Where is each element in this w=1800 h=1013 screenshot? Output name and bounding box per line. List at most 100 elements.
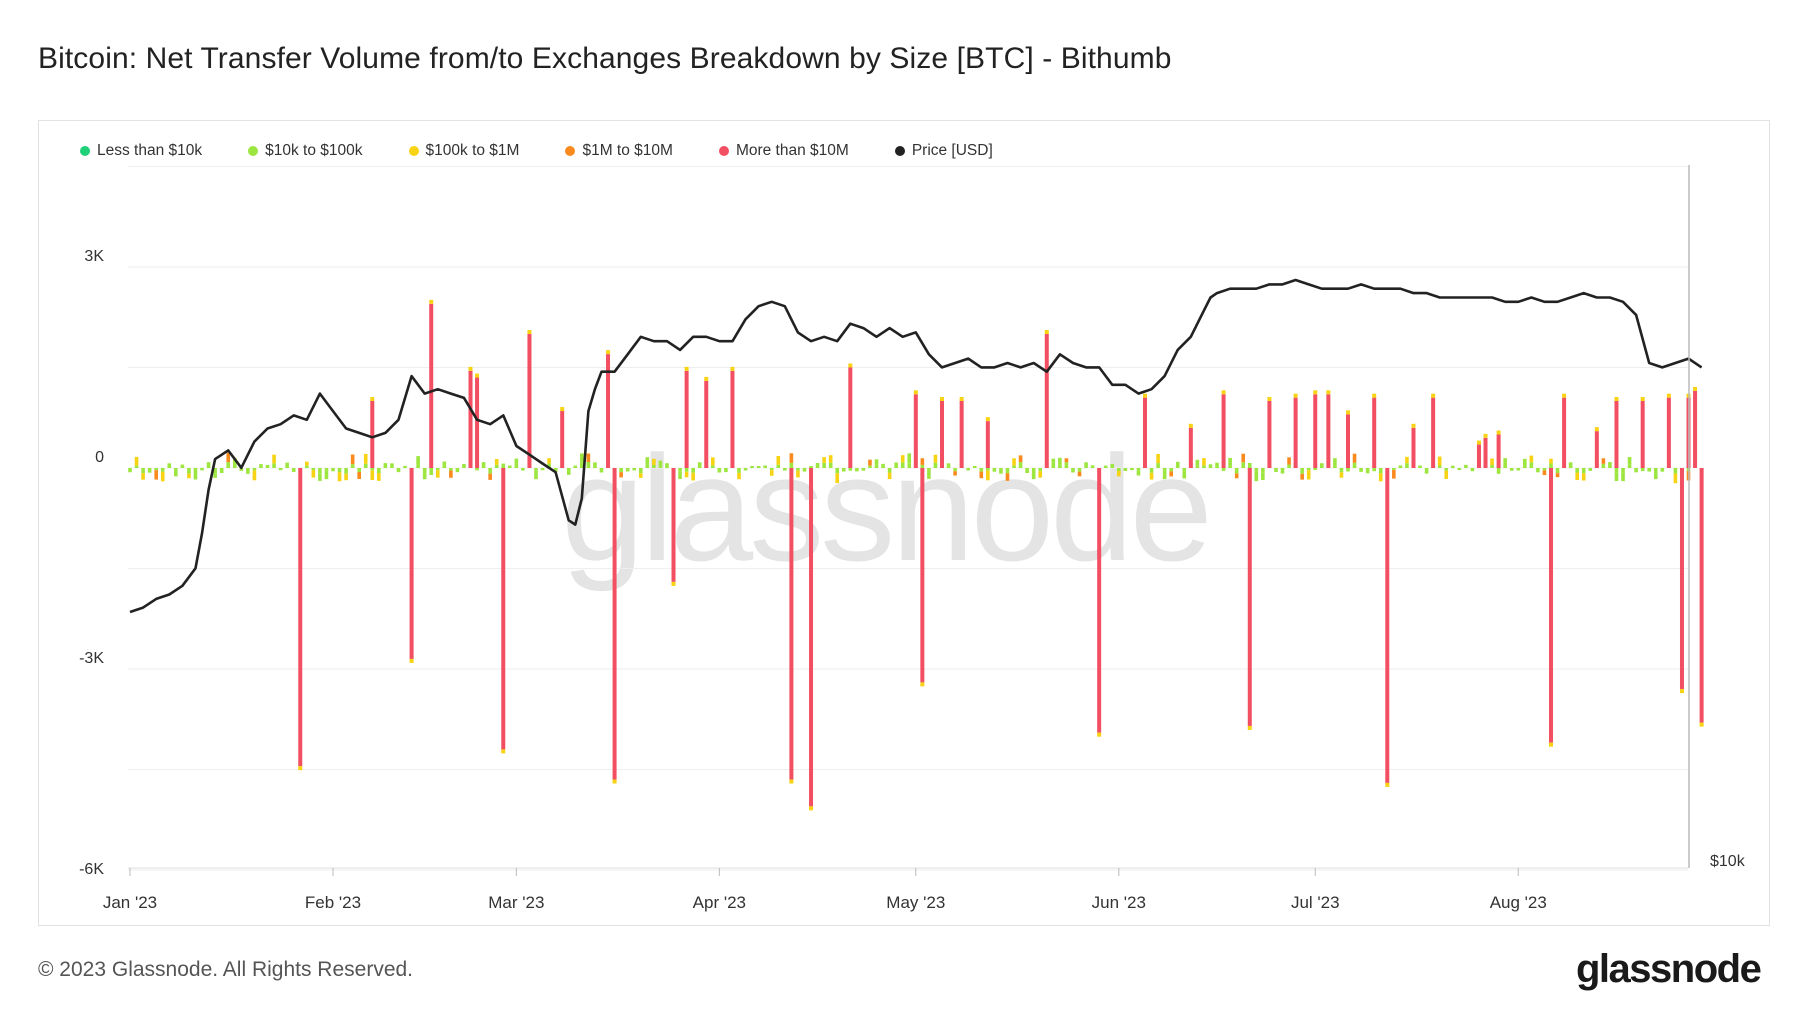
bar-small-bucket <box>390 463 394 468</box>
bar-small-bucket <box>638 468 643 474</box>
legend-item-price-usd[interactable]: Price [USD] <box>894 140 993 162</box>
bar-small-bucket <box>625 468 630 472</box>
bar-small-bucket <box>737 472 741 480</box>
bar-small-bucket <box>1437 456 1442 466</box>
bar-small-bucket <box>900 455 905 463</box>
bar-cap-100k-to-1m <box>1476 440 1481 445</box>
bar-small-bucket <box>1274 468 1278 473</box>
bar-small-bucket <box>278 468 283 471</box>
bar-more-than-10m <box>1594 431 1599 468</box>
bar-small-bucket <box>435 468 440 471</box>
bar-small-bucket <box>416 456 420 465</box>
bar-small-bucket <box>1365 468 1370 474</box>
bar-cap-100k-to-1m <box>370 397 375 401</box>
bar-small-bucket <box>645 457 650 465</box>
chart-panel <box>38 120 1770 926</box>
bar-more-than-10m <box>1679 468 1684 690</box>
bar-small-bucket <box>1005 473 1010 481</box>
bar-cap-100k-to-1m <box>1346 410 1350 415</box>
bar-small-bucket <box>1470 468 1475 472</box>
x-tick-label: Jan '23 <box>103 893 157 912</box>
bar-small-bucket <box>521 468 525 471</box>
bar-small-bucket <box>946 463 951 468</box>
bar-small-bucket <box>1038 468 1043 472</box>
bar-small-bucket <box>684 468 689 472</box>
bar-small-bucket <box>972 465 977 468</box>
bar-cap-100k-to-1m <box>920 682 925 687</box>
bar-small-bucket <box>154 470 158 480</box>
bar-small-bucket <box>331 468 335 472</box>
bar-cap-100k-to-1m <box>1640 397 1645 401</box>
bar-small-bucket <box>1012 458 1016 466</box>
bar-small-bucket <box>1398 465 1403 468</box>
bar-small-bucket <box>835 468 840 474</box>
bar-small-bucket <box>927 470 931 479</box>
bar-small-bucket <box>789 462 794 468</box>
legend-label: Less than $10k <box>97 142 203 159</box>
bar-small-bucket <box>1503 462 1507 468</box>
bar-small-bucket <box>1077 468 1082 472</box>
bar-cap-100k-to-1m <box>429 299 434 304</box>
bar-more-than-10m <box>1293 397 1298 468</box>
bar-more-than-10m <box>1476 444 1481 468</box>
legend-item-less-than-10k[interactable]: Less than $10k <box>80 140 202 162</box>
bar-small-bucket <box>534 470 538 480</box>
bar-cap-100k-to-1m <box>1247 725 1252 730</box>
bar-small-bucket <box>1261 472 1265 481</box>
bar-small-bucket <box>796 470 800 478</box>
bar-cap-100k-to-1m <box>475 373 480 378</box>
bar-small-bucket <box>1300 468 1304 474</box>
bar-small-bucket <box>239 468 244 471</box>
bar-small-bucket <box>508 465 512 468</box>
bar-small-bucket <box>350 464 355 468</box>
bar-cap-100k-to-1m <box>704 376 709 381</box>
bar-small-bucket <box>1523 464 1527 468</box>
bar-small-bucket <box>1130 468 1134 471</box>
bar-small-bucket <box>1601 458 1606 464</box>
legend-label: Price [USD] <box>911 142 993 159</box>
bar-small-bucket <box>1509 468 1514 471</box>
bar-cap-100k-to-1m <box>527 330 532 334</box>
bar-small-bucket <box>586 453 591 463</box>
bar-small-bucket <box>1175 465 1180 468</box>
legend-item-10k-to-100k[interactable]: $10k to $100k <box>248 140 363 162</box>
bar-small-bucket <box>1169 468 1173 472</box>
bar-small-bucket <box>1038 471 1043 478</box>
bar-small-bucket <box>1627 457 1632 465</box>
bar-cap-100k-to-1m <box>1293 393 1298 398</box>
legend-item-more-than-10m[interactable]: More than $10M <box>718 140 849 162</box>
bar-small-bucket <box>403 465 407 468</box>
bar-small-bucket <box>1359 468 1363 472</box>
bar-small-bucket <box>815 462 820 468</box>
bar-small-bucket <box>1136 470 1141 476</box>
bar-small-bucket <box>1247 462 1252 468</box>
bar-cap-100k-to-1m <box>730 366 735 371</box>
bar-small-bucket <box>272 463 276 468</box>
bar-small-bucket <box>855 468 859 472</box>
bar-small-bucket <box>1392 468 1396 471</box>
bar-more-than-10m <box>1699 468 1704 723</box>
bar-small-bucket <box>802 468 807 472</box>
bar-small-bucket <box>442 461 447 466</box>
legend-dot-icon <box>408 146 419 156</box>
bar-small-bucket <box>1555 468 1560 474</box>
bar-small-bucket <box>383 463 388 468</box>
bar-small-bucket <box>809 465 813 468</box>
bar-small-bucket <box>1228 457 1232 466</box>
bar-cap-100k-to-1m <box>671 581 676 586</box>
bar-small-bucket <box>1064 462 1069 468</box>
legend-item-1m-to-10m[interactable]: $1M to $10M <box>565 140 673 162</box>
bar-small-bucket <box>1503 458 1507 463</box>
bar-small-bucket <box>180 464 185 468</box>
bar-small-bucket <box>979 471 984 479</box>
bar-small-bucket <box>1601 463 1606 468</box>
y-tick-label: 0 <box>95 449 104 466</box>
bar-small-bucket <box>874 464 879 468</box>
bar-small-bucket <box>1614 468 1619 473</box>
bar-small-bucket <box>1064 458 1069 463</box>
bar-small-bucket <box>1241 453 1246 463</box>
legend-item-100k-to-1m[interactable]: $100k to $1M <box>408 140 520 162</box>
bar-small-bucket <box>1516 468 1521 471</box>
bar-more-than-10m <box>704 380 709 468</box>
legend-label: $100k to $1M <box>425 142 520 159</box>
